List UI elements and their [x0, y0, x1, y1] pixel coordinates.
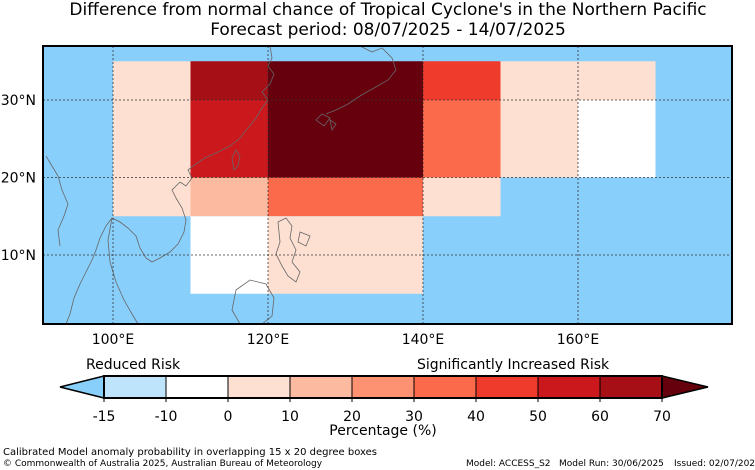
- colorbar-tick-label: 50: [529, 409, 547, 425]
- colorbar-low-extend: [59, 375, 105, 399]
- gridlines: [43, 46, 732, 324]
- lat-tick-label: 20°N: [1, 171, 36, 187]
- colorbar-tick-label: 40: [467, 409, 485, 425]
- probability-cell: [423, 100, 501, 178]
- colorbar-segment: [103, 375, 167, 399]
- colorbar-segment: [165, 375, 229, 399]
- probability-cell: [500, 100, 578, 178]
- probability-cell: [268, 177, 423, 217]
- colorbar-tick-label: 20: [343, 409, 361, 425]
- colorbar-tick-label: 60: [591, 409, 609, 425]
- probability-cell: [113, 100, 191, 178]
- probability-cell: [190, 100, 268, 178]
- colorbar-tick-label: 10: [281, 409, 299, 425]
- colorbar: -15 -10 0 10 20 30 40 50 60 70 Percentage (%): [59, 375, 709, 439]
- colorbar-tick-label: -15: [93, 409, 116, 425]
- colorbar-segment: [413, 375, 477, 399]
- probability-cell: [113, 61, 191, 100]
- chart-title: Difference from normal chance of Tropica…: [69, 0, 707, 20]
- colorbar-segment: [475, 375, 539, 399]
- lat-tick-label: 30°N: [1, 93, 36, 109]
- lat-tick-label: 10°N: [1, 248, 36, 264]
- colorbar-tick-label: 0: [224, 409, 233, 425]
- colorbar-segment: [537, 375, 601, 399]
- lon-tick-label: 160°E: [557, 332, 600, 348]
- probability-cell: [578, 100, 656, 178]
- colorbar-segment: [599, 375, 663, 399]
- colorbar-frame: [103, 375, 663, 399]
- colorbar-high-extend: [661, 375, 709, 399]
- lon-tick-label: 140°E: [402, 332, 445, 348]
- footer-issued: Issued: 02/07/2025: [674, 459, 755, 469]
- probability-cell: [423, 61, 501, 100]
- map-axes: 100°E 120°E 140°E 160°E 30°N 20°N 10°N: [1, 93, 600, 348]
- probability-cell: [190, 177, 268, 217]
- colorbar-xlabel: Percentage (%): [329, 423, 436, 439]
- lon-tick-label: 120°E: [247, 332, 290, 348]
- probability-cell: [190, 61, 268, 100]
- footer-model-run: Model Run: 30/06/2025: [559, 459, 664, 469]
- forecast-period: Forecast period: 08/07/2025 - 14/07/2025: [210, 20, 566, 40]
- colorbar-tick-label: -10: [155, 409, 178, 425]
- colorbar-tick-label: 30: [405, 409, 423, 425]
- probability-cell: [578, 61, 656, 100]
- colorbar-segment: [351, 375, 415, 399]
- increased-risk-label: Significantly Increased Risk: [417, 357, 610, 373]
- lon-tick-label: 100°E: [92, 332, 135, 348]
- probability-cell: [423, 177, 501, 217]
- coastline: [45, 46, 397, 324]
- colorbar-tick-label: 70: [653, 409, 671, 425]
- colorbar-segment: [227, 375, 291, 399]
- reduced-risk-label: Reduced Risk: [86, 357, 181, 373]
- footer-copyright: © Commonwealth of Australia 2025, Austra…: [3, 459, 323, 469]
- probability-cell: [268, 61, 423, 178]
- footer-note: Calibrated Model anomaly probability in …: [3, 447, 378, 458]
- map-frame: [42, 45, 733, 325]
- probability-cell: [500, 61, 578, 100]
- colorbar-segment: [289, 375, 353, 399]
- footer-model: Model: ACCESS_S2: [466, 459, 551, 469]
